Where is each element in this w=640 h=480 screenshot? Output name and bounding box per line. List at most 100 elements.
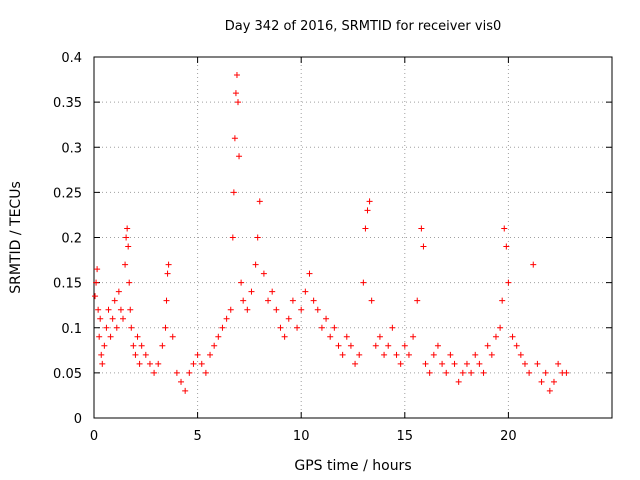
y-tick-label: 0 [74, 412, 82, 427]
y-tick-label: 0.4 [61, 51, 82, 66]
data-point [339, 351, 346, 358]
y-tick-label: 0.05 [53, 367, 82, 382]
data-point [368, 297, 375, 304]
data-point [98, 351, 105, 358]
data-point [439, 360, 446, 367]
data-points [92, 72, 570, 394]
data-point [223, 315, 230, 322]
y-tick-label: 0.1 [61, 322, 82, 337]
x-tick-label: 15 [397, 429, 414, 444]
chart-title: Day 342 of 2016, SRMTID for receiver vis… [225, 19, 502, 34]
data-point [362, 225, 369, 232]
data-point [480, 369, 487, 376]
data-point [459, 369, 466, 376]
data-point [105, 306, 112, 313]
data-point [198, 360, 205, 367]
data-point [521, 360, 528, 367]
data-point [277, 324, 284, 331]
data-point [111, 297, 118, 304]
data-point [538, 378, 545, 385]
data-point [327, 333, 334, 340]
data-point [389, 324, 396, 331]
data-point [414, 297, 421, 304]
x-tick-label: 20 [500, 429, 517, 444]
data-point [488, 351, 495, 358]
data-point [109, 315, 116, 322]
data-point [397, 360, 404, 367]
data-point [142, 351, 149, 358]
data-point [159, 342, 166, 349]
data-point [202, 369, 209, 376]
data-point [113, 324, 120, 331]
axis-ticks [93, 56, 612, 419]
data-point [230, 189, 237, 196]
data-point [372, 342, 379, 349]
y-tick-label: 0.35 [53, 96, 82, 111]
data-point [447, 351, 454, 358]
data-point [366, 198, 373, 205]
data-point [269, 288, 276, 295]
data-point [248, 288, 255, 295]
y-tick-label: 0.3 [61, 141, 82, 156]
grid [94, 57, 612, 418]
data-point [463, 360, 470, 367]
data-point [126, 279, 133, 286]
data-point [352, 360, 359, 367]
data-point [207, 351, 214, 358]
data-point [410, 333, 417, 340]
x-tick-label: 10 [293, 429, 310, 444]
data-point [229, 234, 236, 241]
data-point [314, 306, 321, 313]
data-point [123, 234, 130, 241]
data-point [509, 333, 516, 340]
data-point [492, 333, 499, 340]
data-point [107, 333, 114, 340]
data-point [555, 360, 562, 367]
data-point [306, 270, 313, 277]
data-point [443, 369, 450, 376]
data-point [134, 333, 141, 340]
data-point [434, 342, 441, 349]
data-point [233, 72, 240, 79]
data-point [103, 324, 110, 331]
data-point [505, 279, 512, 286]
data-point [186, 369, 193, 376]
data-point [451, 360, 458, 367]
data-point [190, 360, 197, 367]
data-point [94, 266, 101, 273]
data-point [231, 135, 238, 142]
data-point [244, 306, 251, 313]
data-point [335, 342, 342, 349]
data-point [252, 261, 259, 268]
data-point [115, 288, 122, 295]
data-point [254, 234, 261, 241]
data-point [550, 378, 557, 385]
data-point [128, 324, 135, 331]
data-point [356, 351, 363, 358]
data-point [281, 333, 288, 340]
data-point [526, 369, 533, 376]
data-point [240, 297, 247, 304]
data-point [132, 351, 139, 358]
data-point [120, 315, 127, 322]
x-tick-label: 0 [90, 429, 98, 444]
data-point [298, 306, 305, 313]
data-point [360, 279, 367, 286]
data-point [418, 225, 425, 232]
data-point [381, 351, 388, 358]
y-tick-label: 0.2 [61, 232, 82, 247]
data-point [260, 270, 267, 277]
data-point [182, 387, 189, 394]
data-point [92, 293, 99, 300]
x-axis-label: GPS time / hours [294, 458, 411, 474]
data-point [169, 333, 176, 340]
data-point [122, 261, 129, 268]
data-point [164, 270, 171, 277]
data-point [96, 333, 103, 340]
data-point [211, 342, 218, 349]
data-point [194, 351, 201, 358]
data-point [125, 243, 132, 250]
data-point [151, 369, 158, 376]
data-point [563, 369, 570, 376]
data-point [503, 243, 510, 250]
